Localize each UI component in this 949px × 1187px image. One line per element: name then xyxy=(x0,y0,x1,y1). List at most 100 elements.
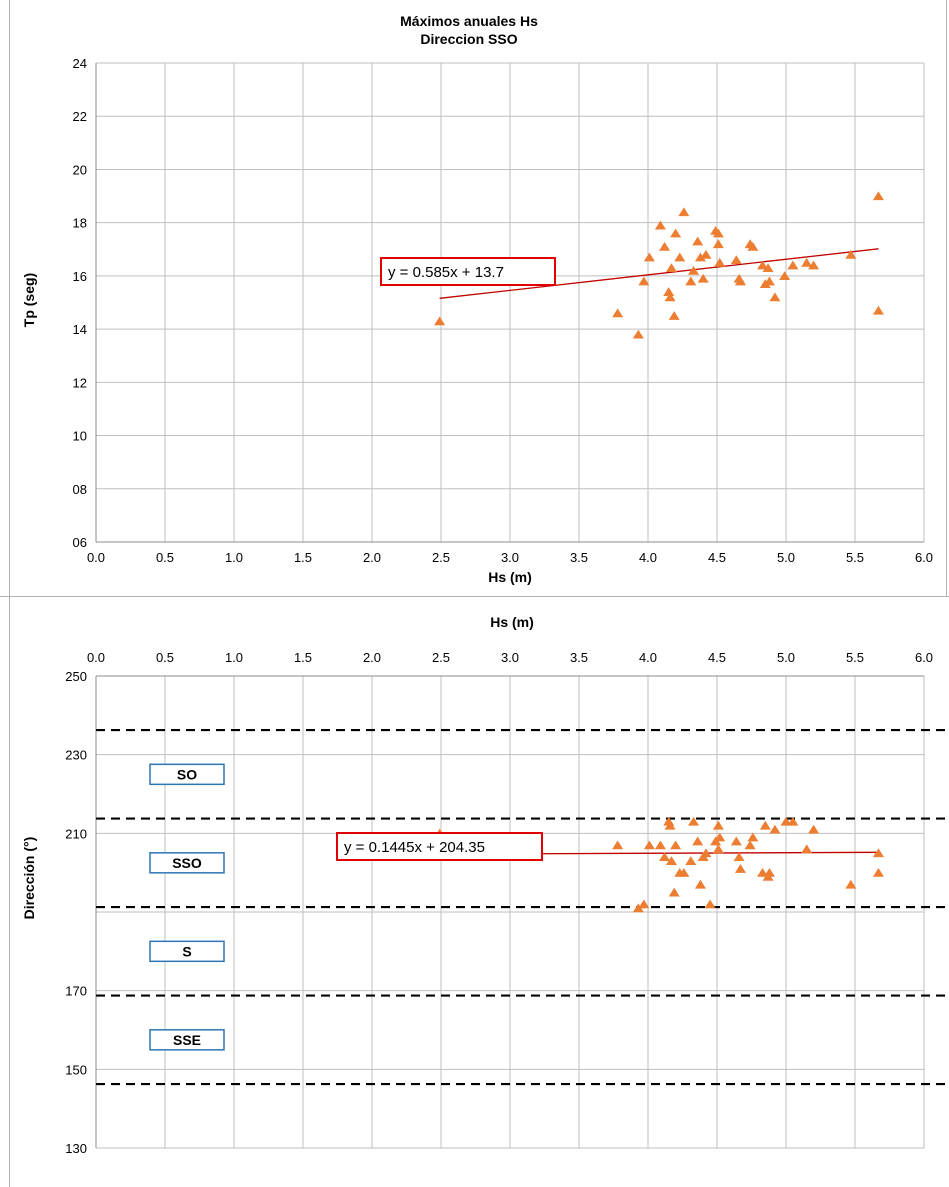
x-tick-label: 2.5 xyxy=(432,650,450,665)
data-point-triangle xyxy=(845,249,857,259)
x-tick-label: 0.5 xyxy=(156,650,174,665)
data-point-triangle xyxy=(787,260,799,270)
x-tick-label: 5.5 xyxy=(846,650,864,665)
equation-text: y = 0.1445x + 204.35 xyxy=(344,839,485,856)
x-tick-label: 1.5 xyxy=(294,550,312,565)
y-tick-label: 18 xyxy=(73,216,87,231)
data-point-triangle xyxy=(643,840,655,850)
data-point-triangle xyxy=(872,191,884,201)
data-point-triangle xyxy=(801,257,813,267)
bottom-tick-labels: 0.0 0.5 1.0 1.5 2.0 2.5 3.0 3.5 4.0 4.5 5.0 5.5 6.0 1… xyxy=(65,650,933,1156)
data-point-triangle xyxy=(734,864,746,873)
data-point-triangle xyxy=(664,292,676,302)
x-tick-label: 2.0 xyxy=(363,550,381,565)
x-tick-label: 0.5 xyxy=(156,550,174,565)
data-point-triangle xyxy=(712,844,724,854)
data-point-triangle xyxy=(744,840,756,850)
data-point-triangle xyxy=(757,260,769,270)
data-point-triangle xyxy=(734,276,746,286)
x-tick-label: 4.0 xyxy=(639,650,657,665)
data-point-triangle xyxy=(714,832,726,842)
data-point-triangle xyxy=(643,252,655,262)
data-point-triangle xyxy=(668,311,680,320)
data-point-triangle xyxy=(664,820,676,830)
data-point-triangle xyxy=(638,276,650,286)
data-point-triangle xyxy=(872,305,884,315)
y-tick-label: 08 xyxy=(73,482,87,497)
x-tick-label: 3.5 xyxy=(570,550,588,565)
x-tick-label: 0.0 xyxy=(87,650,105,665)
data-point-triangle xyxy=(769,292,781,302)
data-point-triangle xyxy=(659,852,671,862)
zone-label-box xyxy=(149,1029,225,1051)
bottom-gridlines xyxy=(95,675,925,1149)
data-point-triangle xyxy=(697,273,709,283)
equation-box xyxy=(336,832,543,861)
data-point-triangle xyxy=(665,856,677,865)
data-point-triangle xyxy=(670,840,682,850)
x-tick-label: 2.5 xyxy=(432,550,450,565)
data-point-triangle xyxy=(632,903,644,913)
x-tick-label: 0.0 xyxy=(87,550,105,565)
y-tick-label: 20 xyxy=(73,162,87,177)
sector-limit-lines xyxy=(96,728,946,1086)
data-point-triangle xyxy=(685,856,697,865)
direction-zone-labels: SO SSO S SSE xyxy=(149,763,225,1051)
data-point-triangle xyxy=(692,836,704,846)
data-point-triangle xyxy=(733,852,745,862)
data-point-triangle xyxy=(714,257,726,267)
chart-title-line-1: Máximos anuales Hs xyxy=(400,13,538,29)
data-point-triangle xyxy=(872,848,884,858)
data-point-triangle xyxy=(692,236,704,246)
data-point-triangle xyxy=(632,329,644,339)
direction-vs-hs-chart: Hs (m) 0.0 0.5 1.0 1.5 2.0 2.5 3.0 3.5 4.0 4.5 5.0… xyxy=(21,614,946,1156)
y-tick-label: 210 xyxy=(65,826,87,841)
x-tick-label: 3.5 xyxy=(570,650,588,665)
data-point-triangle xyxy=(688,265,700,275)
data-point-triangle xyxy=(845,879,857,889)
x-tick-label: 5.5 xyxy=(846,550,864,565)
data-point-triangle xyxy=(700,249,712,259)
data-point-triangle xyxy=(747,832,759,842)
data-point-triangle xyxy=(730,836,742,846)
data-point-triangle xyxy=(763,276,775,286)
y-tick-label: 16 xyxy=(73,269,87,284)
y-tick-label: 24 xyxy=(73,56,87,71)
trendline xyxy=(439,248,879,299)
y-tick-label: 10 xyxy=(73,429,87,444)
data-point-triangle xyxy=(747,241,759,251)
top-data-points xyxy=(434,191,884,339)
y-tick-label: 130 xyxy=(65,1141,87,1156)
data-point-triangle xyxy=(730,255,742,265)
x-tick-label: 1.0 xyxy=(225,550,243,565)
data-point-triangle xyxy=(678,207,690,217)
data-point-triangle xyxy=(685,276,697,286)
zone-label-text: SSE xyxy=(173,1032,201,1048)
top-equation-label: y = 0.585x + 13.7 xyxy=(380,257,556,286)
x-tick-label: 6.0 xyxy=(915,650,933,665)
data-point-triangle xyxy=(668,887,680,897)
data-point-triangle xyxy=(759,820,771,830)
data-point-triangle xyxy=(808,260,820,270)
data-point-triangle xyxy=(678,867,690,877)
data-point-triangle xyxy=(787,816,799,826)
data-point-triangle xyxy=(779,271,791,281)
x-tick-label: 4.5 xyxy=(708,650,726,665)
data-point-triangle xyxy=(769,824,781,834)
x-tick-label: 1.5 xyxy=(294,650,312,665)
zone-label-box xyxy=(149,852,225,874)
data-point-triangle xyxy=(674,252,686,262)
equation-box xyxy=(380,257,556,286)
x-tick-label: 5.0 xyxy=(777,550,795,565)
data-point-triangle xyxy=(712,820,724,830)
y-tick-label: 12 xyxy=(73,375,87,390)
data-point-triangle xyxy=(872,867,884,877)
data-point-triangle xyxy=(808,824,820,834)
data-point-triangle xyxy=(654,840,666,850)
x-tick-label: 6.0 xyxy=(915,550,933,565)
bottom-x-axis-title: Hs (m) xyxy=(490,614,534,630)
top-gridlines xyxy=(95,62,925,543)
data-point-triangle xyxy=(704,899,716,909)
data-point-triangle xyxy=(665,263,677,273)
